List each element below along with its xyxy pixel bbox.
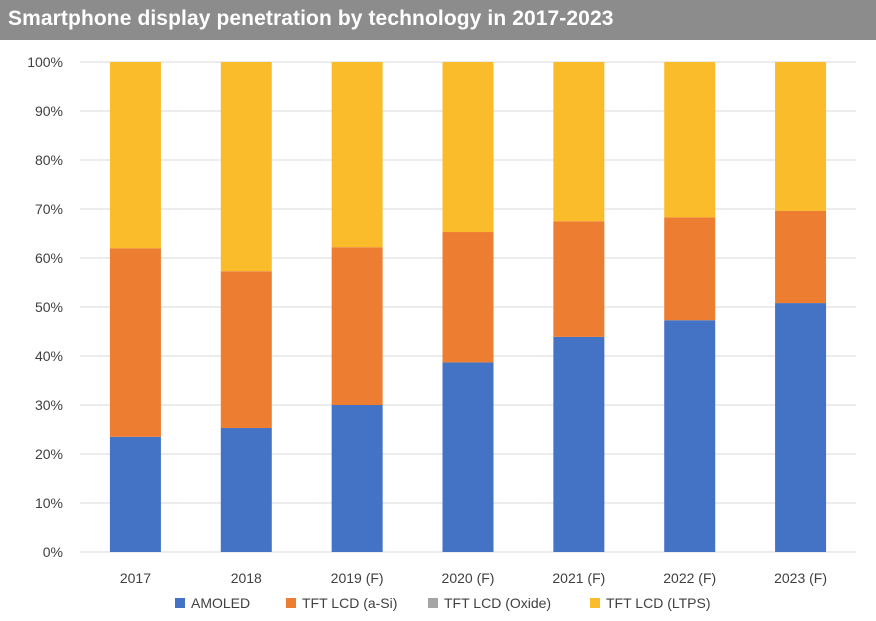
legend-label: TFT LCD (Oxide)	[444, 595, 551, 611]
y-tick-label: 40%	[35, 348, 63, 364]
bar-segment	[331, 405, 383, 552]
bar-segment	[442, 362, 494, 552]
bar-segment	[442, 232, 494, 363]
bar-segment	[109, 62, 161, 249]
legend-swatch	[286, 598, 296, 608]
y-tick-label: 50%	[35, 299, 63, 315]
chart-title: Smartphone display penetration by techno…	[8, 7, 614, 30]
bar-segment	[220, 271, 272, 429]
x-tick-label: 2018	[231, 570, 262, 586]
bar-segment	[553, 336, 605, 552]
bar-segment	[664, 217, 716, 321]
bar-segment	[220, 62, 272, 272]
y-tick-label: 80%	[35, 152, 63, 168]
legend-swatch	[590, 598, 600, 608]
x-tick-label: 2019 (F)	[331, 570, 384, 586]
bar-segment	[553, 221, 605, 337]
y-tick-label: 90%	[35, 103, 63, 119]
x-tick-label: 2017	[120, 570, 151, 586]
y-tick-label: 20%	[35, 446, 63, 462]
bar-segment	[775, 62, 827, 211]
legend-label: AMOLED	[191, 595, 250, 611]
legend-label: TFT LCD (LTPS)	[606, 595, 711, 611]
bar-segment	[442, 62, 494, 233]
bar-segment	[553, 62, 605, 222]
y-tick-label: 60%	[35, 250, 63, 266]
bar-segment	[109, 248, 161, 437]
y-tick-label: 70%	[35, 201, 63, 217]
y-tick-label: 100%	[27, 54, 63, 70]
legend-label: TFT LCD (a-Si)	[302, 595, 397, 611]
bar-segment	[220, 428, 272, 552]
bar-segment	[331, 247, 383, 405]
x-tick-label: 2021 (F)	[552, 570, 605, 586]
bar-segment	[775, 303, 827, 552]
y-tick-label: 30%	[35, 397, 63, 413]
bar-segment	[664, 62, 716, 218]
bar-segment	[775, 210, 827, 304]
legend-swatch	[175, 598, 185, 608]
bar-segment	[331, 62, 383, 248]
y-tick-label: 0%	[43, 544, 63, 560]
x-tick-label: 2022 (F)	[663, 570, 716, 586]
bar-segment	[109, 436, 161, 552]
y-tick-label: 10%	[35, 495, 63, 511]
x-tick-label: 2023 (F)	[774, 570, 827, 586]
x-tick-label: 2020 (F)	[442, 570, 495, 586]
legend-swatch	[428, 598, 438, 608]
bar-segment	[664, 320, 716, 552]
title-bar: Smartphone display penetration by techno…	[0, 0, 876, 40]
